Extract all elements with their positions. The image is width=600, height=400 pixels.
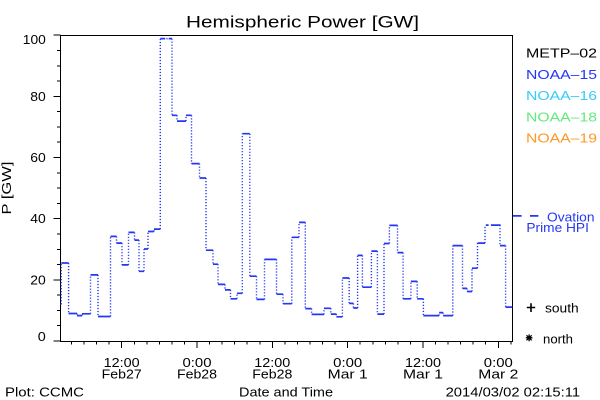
- svg-text:20: 20: [30, 272, 46, 287]
- svg-text:NOAA–16: NOAA–16: [526, 88, 597, 103]
- svg-text:0:00: 0:00: [183, 355, 212, 370]
- svg-text:80: 80: [30, 89, 46, 104]
- svg-text:Date and Time: Date and Time: [239, 385, 333, 400]
- svg-text:Mar 2: Mar 2: [478, 367, 518, 382]
- svg-text:40: 40: [30, 211, 46, 226]
- svg-text:0: 0: [38, 329, 46, 344]
- svg-text:Feb27: Feb27: [102, 367, 142, 382]
- svg-text:100: 100: [23, 32, 46, 47]
- svg-text:NOAA–15: NOAA–15: [526, 67, 597, 82]
- svg-text:south: south: [545, 300, 579, 315]
- svg-text:12:00: 12:00: [104, 355, 140, 370]
- svg-text:0:00: 0:00: [333, 355, 362, 370]
- svg-text:Mar 1: Mar 1: [403, 367, 443, 382]
- svg-text:12:00: 12:00: [405, 355, 441, 370]
- svg-text:Prime HPI: Prime HPI: [526, 220, 589, 235]
- svg-text:Feb28: Feb28: [177, 367, 217, 382]
- svg-text:NOAA–18: NOAA–18: [526, 109, 597, 124]
- svg-text:Plot: CCMC: Plot: CCMC: [5, 385, 84, 400]
- svg-text:2014/03/02 02:15:11: 2014/03/02 02:15:11: [446, 385, 580, 400]
- svg-text:12:00: 12:00: [254, 355, 290, 370]
- svg-text:Ovation: Ovation: [547, 210, 595, 225]
- svg-text:Hemispheric Power [GW]: Hemispheric Power [GW]: [186, 13, 419, 31]
- svg-text:NOAA–19: NOAA–19: [526, 131, 597, 146]
- svg-text:60: 60: [30, 150, 46, 165]
- svg-text:0:00: 0:00: [484, 355, 513, 370]
- svg-text:METP–02: METP–02: [526, 46, 597, 61]
- svg-text:P [GW]: P [GW]: [0, 162, 14, 215]
- svg-text:Feb28: Feb28: [252, 367, 292, 382]
- svg-text:Mar 1: Mar 1: [328, 367, 368, 382]
- svg-text:north: north: [543, 331, 573, 346]
